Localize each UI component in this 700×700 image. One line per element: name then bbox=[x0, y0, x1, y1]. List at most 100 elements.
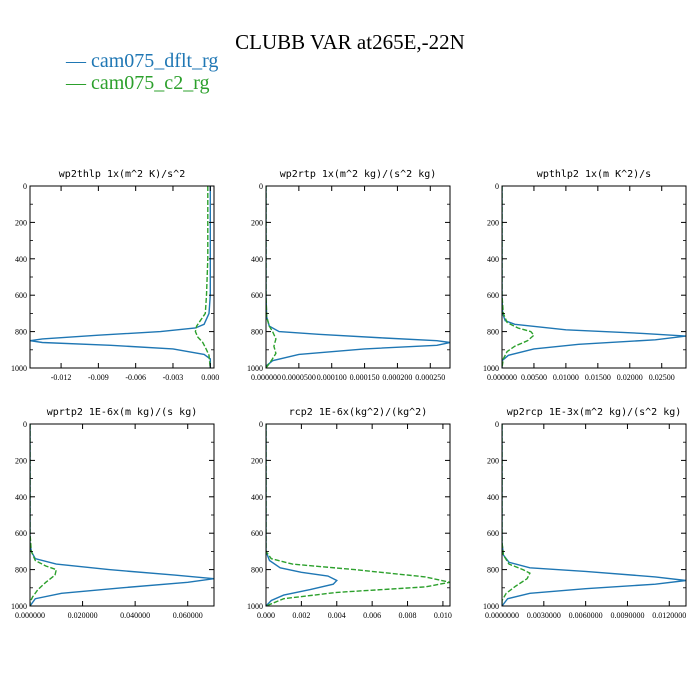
y-tick-label: 600 bbox=[487, 291, 499, 300]
series-line-0 bbox=[502, 186, 686, 368]
y-tick-label: 0 bbox=[23, 420, 27, 429]
series-line-1 bbox=[194, 186, 211, 368]
x-tick-label: 0.0030000 bbox=[527, 611, 561, 620]
plot-frame bbox=[501, 423, 687, 607]
x-tick-label: 0.0000500 bbox=[282, 373, 316, 382]
subplot-title: wp2rcp 1E-3x(m^2 kg)/(s^2 kg) bbox=[507, 407, 682, 418]
y-tick-label: 800 bbox=[251, 328, 263, 337]
x-tick-label: 0.01000 bbox=[553, 373, 579, 382]
series-line-1 bbox=[30, 424, 58, 606]
y-tick-label: 400 bbox=[15, 493, 27, 502]
series-line-0 bbox=[266, 186, 450, 368]
x-tick-label: 0.000 bbox=[257, 611, 275, 620]
x-tick-label: 0.000150 bbox=[350, 373, 380, 382]
x-tick-label: 0.000250 bbox=[415, 373, 445, 382]
subplot-title: wprtp2 1E-6x(m kg)/(s kg) bbox=[47, 407, 198, 418]
subplot-title: wp2thlp 1x(m^2 K)/s^2 bbox=[59, 169, 185, 180]
series-line-0 bbox=[266, 424, 338, 606]
x-tick-label: 0.040000 bbox=[120, 611, 150, 620]
subplot-title: rcp2 1E-6x(kg^2)/(kg^2) bbox=[289, 407, 427, 418]
y-tick-label: 0 bbox=[23, 182, 27, 191]
series-line-0 bbox=[30, 186, 211, 368]
y-tick-label: 0 bbox=[495, 420, 499, 429]
y-tick-label: 800 bbox=[15, 566, 27, 575]
subplot-2: wpthlp2 1x(m K^2)/s020040060080010000.00… bbox=[483, 169, 687, 382]
y-tick-label: 400 bbox=[487, 255, 499, 264]
plot-frame bbox=[265, 185, 451, 369]
x-tick-label: 0.000200 bbox=[382, 373, 412, 382]
series-line-0 bbox=[502, 424, 686, 606]
x-tick-label: 0.01500 bbox=[585, 373, 611, 382]
y-tick-label: 200 bbox=[15, 218, 27, 227]
y-tick-label: 800 bbox=[487, 566, 499, 575]
x-tick-label: 0.004 bbox=[328, 611, 346, 620]
legend-entry-c2: — cam075_c2_rg bbox=[66, 72, 210, 94]
y-tick-label: 800 bbox=[251, 566, 263, 575]
y-tick-label: 200 bbox=[487, 456, 499, 465]
plot-frame bbox=[29, 423, 215, 607]
y-tick-label: 200 bbox=[251, 218, 263, 227]
series-line-0 bbox=[30, 424, 214, 606]
y-tick-label: 400 bbox=[15, 255, 27, 264]
y-tick-label: 800 bbox=[487, 328, 499, 337]
y-tick-label: 0 bbox=[259, 182, 263, 191]
y-tick-label: 600 bbox=[487, 529, 499, 538]
subplot-title: wp2rtp 1x(m^2 kg)/(s^2 kg) bbox=[280, 169, 437, 180]
subplot-3: wprtp2 1E-6x(m kg)/(s kg) 0 200 400 600 800 10… bbox=[11, 407, 215, 620]
y-tick-label: 400 bbox=[487, 493, 499, 502]
subplot-0: wp2thlp 1x(m^2 K)/s^2 0 200 400 600 800 1000 -0… bbox=[11, 169, 219, 382]
y-tick-label: 1000 bbox=[483, 364, 499, 373]
y-tick-label: 1000 bbox=[247, 364, 263, 373]
subplot-title: wpthlp2 1x(m K^2)/s bbox=[537, 169, 651, 180]
y-tick-label: 800 bbox=[15, 328, 27, 337]
x-tick-label: 0.0120000 bbox=[652, 611, 686, 620]
x-tick-label: 0.002 bbox=[292, 611, 310, 620]
legend-entry-dflt: — cam075_dflt_rg bbox=[66, 50, 219, 72]
subplot-1: wp2rtp 1x(m^2 kg)/(s^2 kg) 0 200 400 600 800 1… bbox=[247, 169, 451, 382]
chart-title: CLUBB VAR at265E,-22N bbox=[235, 30, 465, 54]
y-tick-label: 1000 bbox=[11, 602, 27, 611]
x-tick-label: -0.009 bbox=[88, 373, 109, 382]
y-tick-label: 1000 bbox=[11, 364, 27, 373]
x-tick-label: -0.003 bbox=[163, 373, 184, 382]
plot-frame bbox=[265, 423, 451, 607]
plot-frame bbox=[501, 185, 687, 369]
x-tick-label: 0.006 bbox=[363, 611, 381, 620]
y-tick-label: 200 bbox=[251, 456, 263, 465]
plot-frame bbox=[29, 185, 215, 369]
y-tick-label: 0 bbox=[259, 420, 263, 429]
x-tick-label: 0.0090000 bbox=[610, 611, 644, 620]
series-line-1 bbox=[502, 186, 535, 368]
x-tick-label: 0.060000 bbox=[173, 611, 203, 620]
y-tick-label: 200 bbox=[487, 218, 499, 227]
x-tick-label: -0.012 bbox=[51, 373, 72, 382]
x-tick-label: 0.00500 bbox=[521, 373, 547, 382]
y-tick-label: 400 bbox=[251, 493, 263, 502]
x-tick-label: 0.0000000 bbox=[485, 611, 519, 620]
y-tick-label: 1000 bbox=[247, 602, 263, 611]
series-line-1 bbox=[502, 424, 531, 606]
y-tick-label: 600 bbox=[251, 529, 263, 538]
x-tick-label: 0.000000 bbox=[487, 373, 517, 382]
x-tick-label: 0.000000 bbox=[251, 373, 281, 382]
x-tick-label: 0.02000 bbox=[617, 373, 643, 382]
subplot-5: wp2rcp 1E-3x(m^2 kg)/(s^2 kg) 0 200 400 600 8… bbox=[483, 407, 687, 620]
y-tick-label: 600 bbox=[15, 529, 27, 538]
y-tick-label: 1000 bbox=[483, 602, 499, 611]
x-tick-label: 0.000000 bbox=[15, 611, 45, 620]
y-tick-label: 600 bbox=[15, 291, 27, 300]
y-tick-label: 400 bbox=[251, 255, 263, 264]
y-tick-label: 200 bbox=[15, 456, 27, 465]
x-tick-label: 0.020000 bbox=[68, 611, 98, 620]
x-tick-label: 0.000 bbox=[201, 373, 219, 382]
x-tick-label: 0.000100 bbox=[317, 373, 347, 382]
x-tick-label: 0.0060000 bbox=[569, 611, 603, 620]
y-tick-label: 0 bbox=[495, 182, 499, 191]
x-tick-label: 0.02500 bbox=[649, 373, 675, 382]
x-tick-label: -0.006 bbox=[125, 373, 146, 382]
x-tick-label: 0.008 bbox=[399, 611, 417, 620]
y-tick-label: 600 bbox=[251, 291, 263, 300]
x-tick-label: 0.010 bbox=[434, 611, 452, 620]
subplot-4: rcp2 1E-6x(kg^2)/(kg^2) 0 200 400 600 800 1000… bbox=[247, 407, 452, 620]
